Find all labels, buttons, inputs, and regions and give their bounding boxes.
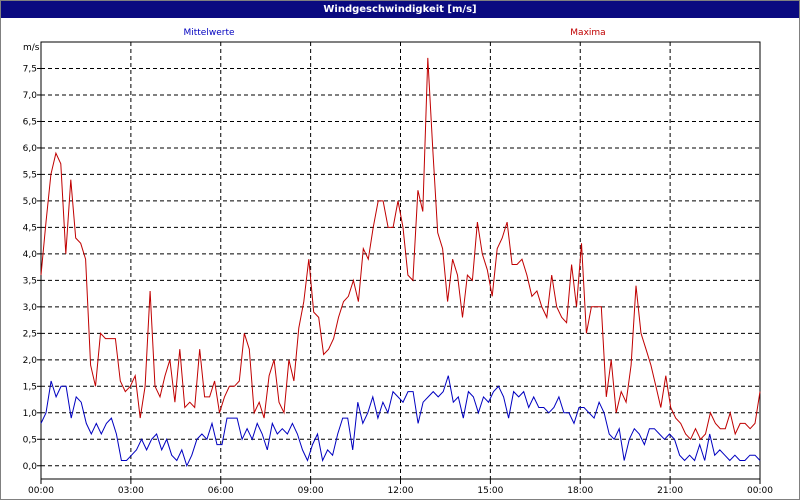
y-tick-label: 3,5: [23, 276, 37, 286]
series-lines: [40, 57, 761, 468]
x-tick-time-label: 03:00: [118, 486, 144, 496]
x-tick-time-label: 15:00: [477, 486, 503, 496]
x-tick-time-label: 12:00: [388, 486, 414, 496]
y-tick-label: 2,5: [23, 329, 37, 339]
x-tick-time-label: 00:00: [747, 486, 773, 496]
series-line-maxima: [40, 57, 761, 441]
y-tick-label: 6,0: [23, 144, 38, 154]
legend-mittelwerte: Mittelwerte: [183, 28, 234, 38]
y-tick-label: 0,0: [23, 462, 38, 472]
x-tick-time-label: 09:00: [298, 486, 324, 496]
wind-speed-chart: m/s Mittelwerte Maxima 0,0 0,5 1,0 1,5 2,0 2,…: [23, 28, 774, 496]
x-tick-time-label: 06:00: [208, 486, 234, 496]
series-line-mittelwerte: [40, 375, 761, 468]
y-tick-label: 4,0: [23, 250, 38, 260]
x-axis-ticks: 00:0028.02.2203:0028.02.2206:0028.02.220…: [28, 479, 773, 496]
y-tick-label: 1,5: [23, 382, 37, 392]
x-tick-time-label: 18:00: [567, 486, 593, 496]
y-tick-label: 7,5: [23, 64, 37, 74]
y-tick-label: 1,0: [23, 409, 38, 419]
y-axis-ticks: 0,0 0,5 1,0 1,5 2,0 2,5 3,0 3,5 4,0 4,5 5,0 5,5 6,0 6…: [23, 64, 41, 472]
y-tick-label: 7,0: [23, 91, 38, 101]
y-tick-label: 4,5: [23, 223, 37, 233]
window-title: Windgeschwindigkeit [m/s]: [1, 1, 799, 18]
y-tick-label: 5,5: [23, 170, 37, 180]
grid-lines: [41, 42, 760, 479]
y-tick-label: 0,5: [23, 435, 37, 445]
y-tick-label: 2,0: [23, 356, 38, 366]
x-tick-time-label: 00:00: [28, 486, 54, 496]
x-tick-time-label: 21:00: [657, 486, 683, 496]
y-axis-unit-label: m/s: [23, 43, 40, 53]
y-tick-label: 5,0: [23, 197, 38, 207]
y-tick-label: 6,5: [23, 117, 37, 127]
y-tick-label: 3,0: [23, 303, 38, 313]
legend-maxima: Maxima: [570, 28, 605, 38]
